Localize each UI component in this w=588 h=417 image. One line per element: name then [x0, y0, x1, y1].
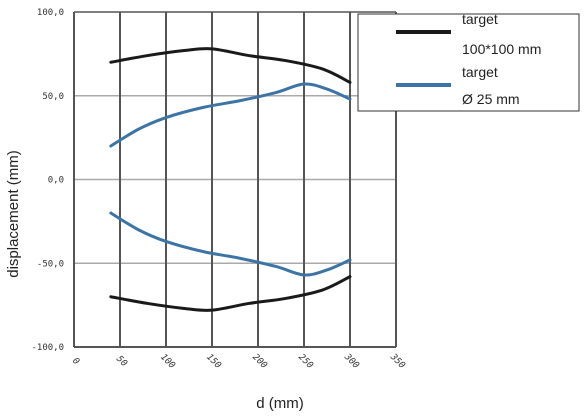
legend-box — [357, 13, 580, 112]
x-tick-label: 200 — [250, 352, 269, 371]
x-tick-label: 250 — [296, 352, 315, 371]
legend-label-1-line2: 100*100 mm — [462, 41, 541, 57]
series-lines — [109, 47, 352, 312]
y-tick-label: 100,0 — [37, 8, 64, 18]
x-tick-label: 0 — [70, 356, 81, 367]
series-2-upper-line — [109, 82, 352, 148]
axes — [73, 11, 396, 348]
x-tick-label: 300 — [341, 352, 360, 371]
legend-label-2-line2: Ø 25 mm — [462, 91, 520, 107]
series-2-lower-line — [109, 211, 352, 277]
legend: target 100*100 mm target Ø 25 mm — [357, 11, 580, 112]
y-tick-label: 50,0 — [42, 92, 64, 102]
x-tick-label: 350 — [387, 352, 406, 371]
x-tick-label: 150 — [204, 352, 223, 371]
grid — [74, 12, 397, 347]
x-axis-title: d (mm) — [256, 395, 304, 412]
x-tick-label: 50 — [114, 354, 129, 369]
legend-label-1-line1: target — [462, 11, 498, 27]
y-axis-title: displacement (mm) — [5, 150, 22, 278]
legend-label-2-line1: target — [462, 64, 498, 80]
series-1-lower-line — [109, 275, 352, 312]
y-tick-label: -100,0 — [31, 343, 64, 353]
y-tick-label: -50,0 — [37, 259, 64, 269]
x-tick-label: 100 — [158, 352, 177, 371]
series-1-upper-line — [109, 47, 352, 84]
y-tick-label: 0,0 — [48, 176, 64, 186]
